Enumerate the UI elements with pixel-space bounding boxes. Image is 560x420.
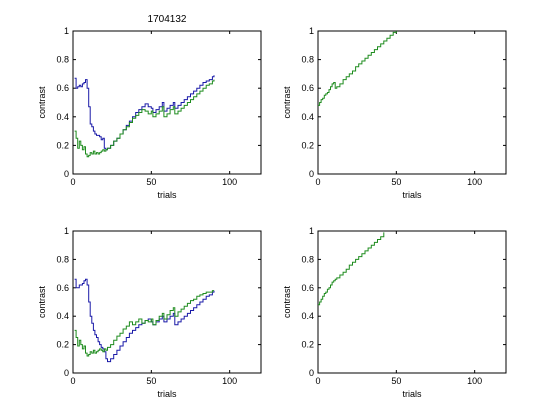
x-tick-label: 0 bbox=[70, 177, 75, 187]
y-tick-label: 0.8 bbox=[301, 254, 314, 264]
y-tick-label: 0.2 bbox=[301, 140, 314, 150]
y-axis-label: contrast bbox=[37, 86, 47, 119]
y-tick-label: 0 bbox=[64, 368, 69, 378]
y-tick-label: 0.8 bbox=[301, 55, 314, 65]
y-tick-label: 1 bbox=[309, 26, 314, 36]
y-tick-label: 0.6 bbox=[56, 83, 69, 93]
y-tick-label: 0.6 bbox=[301, 283, 314, 293]
y-tick-label: 0.4 bbox=[56, 311, 69, 321]
series-line-blue bbox=[74, 278, 215, 363]
x-tick-label: 100 bbox=[222, 376, 237, 386]
series-line-green bbox=[318, 232, 385, 306]
y-tick-label: 0.2 bbox=[56, 340, 69, 350]
y-tick-label: 0.4 bbox=[301, 311, 314, 321]
x-axis-label: trials bbox=[157, 190, 177, 200]
x-tick-label: 50 bbox=[146, 376, 156, 386]
x-tick-label: 100 bbox=[467, 177, 482, 187]
y-tick-label: 0.2 bbox=[56, 140, 69, 150]
x-axis-label: trials bbox=[157, 389, 177, 399]
x-tick-label: 100 bbox=[467, 376, 482, 386]
y-tick-label: 0.8 bbox=[56, 254, 69, 264]
figure-title: 1704132 bbox=[148, 14, 187, 25]
subplot-1: 0 50 100 0 0.2 0.4 0.6 0.8 1 trials contrast bbox=[37, 26, 262, 200]
x-tick-label: 50 bbox=[391, 376, 401, 386]
y-tick-label: 1 bbox=[64, 26, 69, 36]
subplot-3: 0 50 100 0 0.2 0.4 0.6 0.8 1 trials contrast bbox=[37, 226, 262, 399]
y-axis-label: contrast bbox=[282, 285, 292, 318]
y-tick-label: 0 bbox=[309, 368, 314, 378]
x-tick-label: 50 bbox=[391, 177, 401, 187]
y-tick-label: 0.4 bbox=[56, 112, 69, 122]
x-tick-label: 100 bbox=[222, 177, 237, 187]
y-tick-label: 0.6 bbox=[56, 283, 69, 293]
y-axis-label: contrast bbox=[282, 86, 292, 119]
subplot-4: 0 50 100 0 0.2 0.4 0.6 0.8 1 trials contrast bbox=[282, 226, 507, 399]
axes-box bbox=[72, 230, 262, 374]
y-tick-label: 0.8 bbox=[56, 55, 69, 65]
series-line-green bbox=[74, 79, 215, 158]
y-tick-label: 0.4 bbox=[301, 112, 314, 122]
y-tick-label: 1 bbox=[309, 226, 314, 236]
y-tick-label: 0.2 bbox=[301, 340, 314, 350]
x-tick-label: 0 bbox=[315, 177, 320, 187]
x-tick-label: 50 bbox=[146, 177, 156, 187]
axes-box bbox=[317, 230, 507, 374]
y-axis-label: contrast bbox=[37, 285, 47, 318]
y-tick-label: 1 bbox=[64, 226, 69, 236]
y-tick-label: 0 bbox=[64, 169, 69, 179]
x-axis-label: trials bbox=[402, 389, 422, 399]
x-tick-label: 0 bbox=[70, 376, 75, 386]
y-tick-label: 0.6 bbox=[301, 83, 314, 93]
series-line-green bbox=[318, 31, 397, 106]
x-axis-label: trials bbox=[402, 190, 422, 200]
x-tick-label: 0 bbox=[315, 376, 320, 386]
subplot-2: 0 50 100 0 0.2 0.4 0.6 0.8 1 trials contrast bbox=[282, 26, 507, 200]
axes-box bbox=[317, 30, 507, 175]
series-line-green bbox=[74, 290, 214, 357]
y-tick-label: 0 bbox=[309, 169, 314, 179]
